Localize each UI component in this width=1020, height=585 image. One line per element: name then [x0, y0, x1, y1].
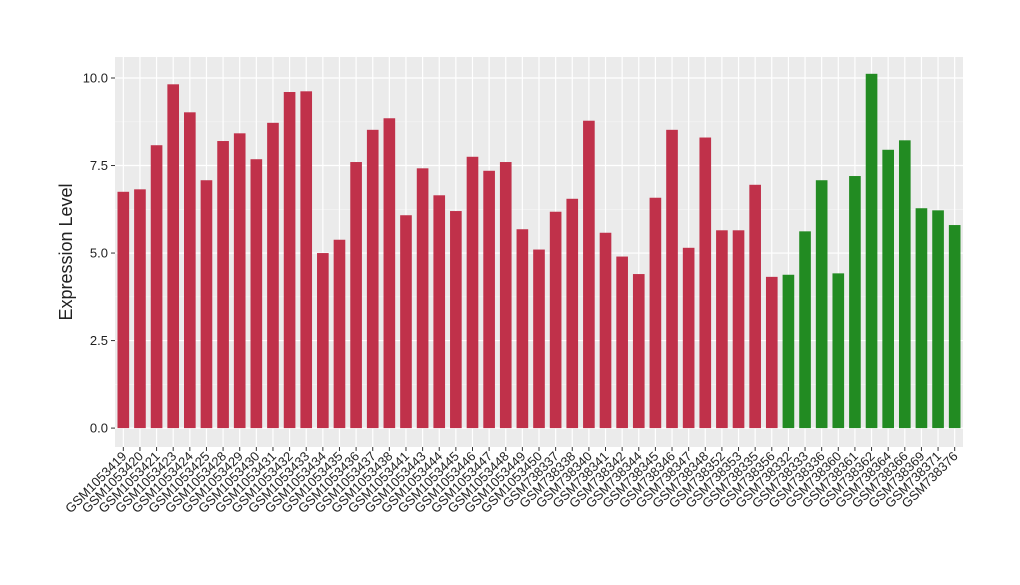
bar	[616, 256, 628, 429]
y-tick-label: 0.0	[90, 421, 108, 436]
bar	[400, 215, 412, 429]
bar	[350, 162, 362, 429]
bar	[732, 230, 745, 429]
bar	[649, 197, 662, 429]
bar	[499, 162, 512, 429]
bar	[317, 253, 329, 429]
bar	[799, 231, 811, 429]
y-axis-label: Expression Level	[56, 183, 76, 320]
bar	[932, 210, 944, 429]
y-tick-label: 5.0	[90, 246, 108, 261]
bar	[948, 225, 961, 429]
bar	[117, 191, 130, 429]
bar	[716, 230, 728, 429]
bar	[366, 129, 379, 429]
bar	[599, 232, 612, 429]
bar	[283, 92, 296, 429]
bar	[416, 168, 429, 429]
bar	[450, 211, 462, 429]
bar	[699, 137, 712, 429]
y-tick-label: 10.0	[83, 71, 108, 86]
bar	[682, 247, 695, 429]
bar	[167, 84, 180, 429]
bar	[815, 180, 828, 429]
bar	[300, 91, 313, 429]
bar	[217, 141, 229, 429]
bar	[583, 120, 595, 429]
bar	[749, 184, 761, 429]
bar	[533, 249, 545, 429]
bar	[233, 133, 246, 429]
bar	[832, 273, 845, 429]
bar	[782, 274, 795, 429]
bar	[267, 122, 279, 429]
bar	[898, 140, 911, 429]
bar	[150, 145, 163, 429]
bar	[250, 159, 263, 429]
bar	[383, 118, 396, 429]
bar	[134, 189, 146, 429]
bar	[483, 170, 495, 429]
bar	[882, 149, 894, 429]
bar	[333, 239, 346, 429]
bar	[516, 229, 529, 429]
bar	[549, 211, 562, 429]
bar	[466, 156, 479, 429]
y-tick-label: 2.5	[90, 333, 108, 348]
bar	[849, 176, 861, 429]
bar	[566, 198, 579, 429]
bar	[915, 208, 928, 429]
bar	[200, 180, 213, 429]
bar	[865, 73, 878, 429]
bar	[433, 195, 446, 429]
bar	[666, 129, 678, 429]
bar	[632, 274, 645, 429]
bar	[184, 112, 196, 429]
y-tick-label: 7.5	[90, 158, 108, 173]
bar	[765, 276, 778, 429]
